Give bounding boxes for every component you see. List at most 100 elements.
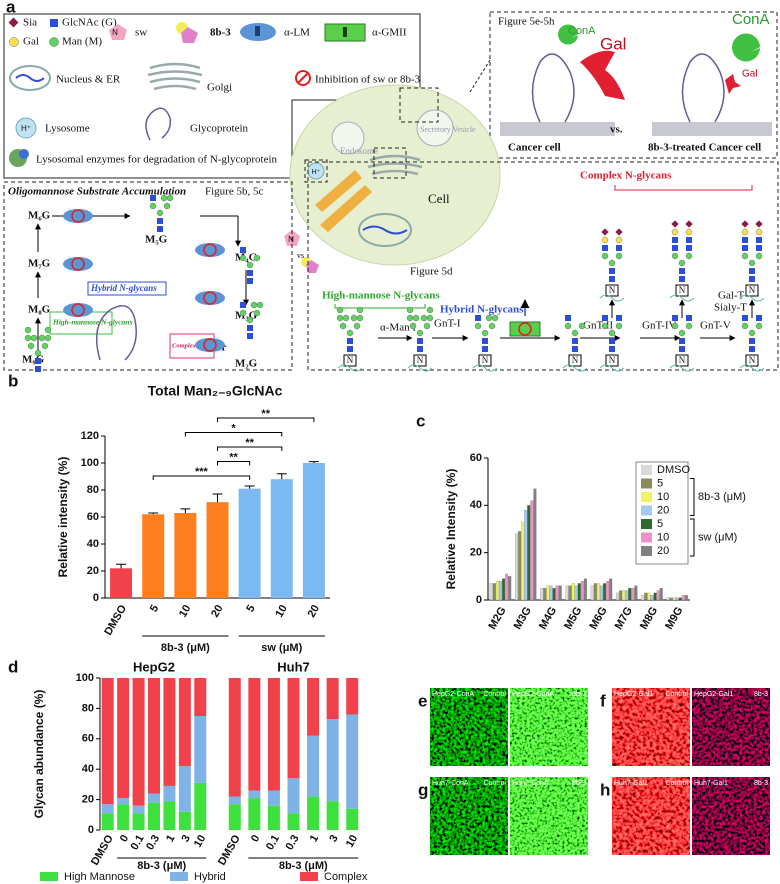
legend-swatch	[170, 872, 188, 881]
glcnac	[756, 315, 762, 321]
hexose	[409, 322, 417, 330]
high-title: High-mannose N-glycans	[322, 290, 440, 302]
asn-box	[605, 354, 619, 367]
legend-label: 5	[657, 477, 663, 489]
b83-icon	[306, 260, 319, 273]
organelle-label: Secretory Vesicle	[420, 125, 476, 134]
y-tick-label: 40	[82, 763, 94, 775]
x-tick-label: M9G	[663, 605, 685, 632]
bar	[110, 568, 133, 598]
bar	[558, 585, 562, 601]
cona-label: ConA	[732, 11, 770, 28]
x-tick-label: 0.1	[264, 833, 282, 852]
bar	[622, 590, 626, 601]
error-bar	[308, 461, 319, 463]
hexose	[755, 228, 763, 236]
inhibition-icon	[203, 291, 217, 305]
legend-swatch	[641, 492, 652, 502]
panel-letter: d	[8, 657, 18, 676]
hexose	[491, 314, 499, 322]
y-tick-label: 20	[82, 794, 94, 806]
bar	[672, 597, 676, 601]
legend-label: Inhibition of sw or 8b-3	[315, 74, 421, 86]
bar	[552, 588, 556, 601]
hexose	[755, 252, 763, 260]
significance-bracket	[217, 417, 315, 422]
alm-icon	[63, 303, 93, 317]
legend-swatch	[641, 478, 652, 489]
asn-box	[478, 354, 492, 367]
nucleus-icon	[15, 74, 45, 82]
sialic-acid	[755, 220, 763, 228]
legend-label: Lysosome	[45, 123, 90, 135]
micrograph-name: HepG2-ConA	[432, 691, 474, 698]
x-tick-label: 10	[177, 603, 194, 620]
nucleus-icon	[9, 65, 51, 91]
bar	[555, 585, 559, 601]
hexose	[685, 228, 693, 236]
sw-icon-label: N	[112, 28, 118, 37]
x-tick-label: M2G	[486, 605, 508, 632]
vs-label: vs.	[297, 251, 306, 260]
glycan-label: M₄G	[235, 252, 258, 264]
hexose	[601, 252, 609, 260]
bar	[238, 488, 261, 598]
hexose	[156, 209, 164, 217]
y-tick-label: 0	[476, 594, 482, 606]
hexose	[41, 342, 49, 350]
bar-segment	[346, 808, 359, 830]
glycoprotein	[681, 53, 725, 123]
hexose	[34, 349, 42, 357]
panel-letter: a	[6, 0, 16, 16]
protein	[669, 294, 695, 302]
bar	[565, 585, 569, 601]
x-tick-label: 3	[180, 833, 193, 844]
glcnac	[679, 276, 685, 282]
glcnac	[609, 268, 615, 274]
legend-box	[3, 13, 421, 179]
hexose	[671, 228, 679, 236]
micrograph-name: Huh7-ConA	[512, 780, 549, 787]
glcnac	[749, 276, 755, 282]
glcnac	[247, 325, 253, 331]
bar	[302, 463, 325, 598]
glycoprotein-icon	[145, 107, 172, 141]
micrograph-name: Huh7-ConA	[432, 780, 469, 787]
sw-icon-label: N	[288, 235, 294, 244]
tag-label: High-mannose N-glycans	[52, 318, 132, 327]
bar	[540, 588, 544, 601]
hexose	[685, 322, 693, 330]
hexose	[416, 329, 424, 337]
bar	[527, 505, 531, 601]
glycan-label: M₂G	[235, 358, 258, 370]
bar-segment	[326, 801, 339, 830]
hexose	[253, 309, 261, 317]
glcnac	[672, 237, 678, 243]
legend-label: Gal	[23, 36, 39, 48]
bar-segment	[178, 678, 191, 767]
asn-label: N	[749, 355, 756, 365]
hexose	[412, 314, 420, 322]
hexose	[748, 259, 756, 267]
cell-caption: 8b-3-treated Cancer cell	[648, 142, 761, 154]
micrograph-condition: Control	[483, 780, 506, 787]
glcnac	[616, 315, 622, 321]
golgi-icon	[147, 62, 203, 91]
glcnac	[679, 268, 685, 274]
micrograph-condition: Control	[483, 691, 506, 698]
asn-box	[745, 284, 759, 297]
hexose	[256, 301, 264, 309]
error-bar	[116, 563, 127, 569]
hybrid-tag	[87, 281, 167, 296]
chart-title: Total Man₂₋₉GlcNAc	[148, 383, 283, 399]
zoom-box	[373, 147, 407, 179]
x-tick-label: 10	[273, 603, 290, 620]
inhibition-icon	[203, 338, 217, 352]
hexose	[741, 322, 749, 330]
bar-segment	[117, 678, 130, 799]
hexose	[755, 322, 763, 330]
legend-label: DMSO	[657, 464, 690, 476]
y-tick-label: 80	[82, 702, 94, 714]
hexose	[27, 342, 35, 350]
